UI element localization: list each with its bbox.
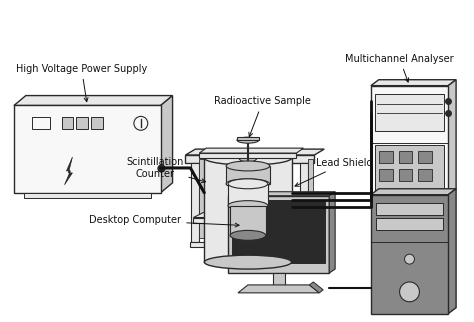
Polygon shape: [371, 189, 456, 195]
Polygon shape: [371, 80, 456, 86]
Bar: [399, 151, 412, 163]
Polygon shape: [448, 189, 456, 314]
Text: Radioactive Sample: Radioactive Sample: [214, 97, 311, 137]
Text: Desktop Computer: Desktop Computer: [89, 215, 239, 227]
Bar: [191, 163, 200, 242]
Bar: [273, 273, 284, 285]
Bar: [237, 137, 259, 140]
Bar: [91, 118, 103, 129]
Ellipse shape: [204, 255, 292, 269]
Bar: [24, 193, 151, 198]
Bar: [399, 169, 412, 181]
Ellipse shape: [226, 179, 270, 189]
Bar: [371, 86, 448, 195]
Bar: [301, 163, 309, 242]
Bar: [228, 184, 268, 206]
Polygon shape: [161, 96, 173, 193]
Text: Multichannel Analyser: Multichannel Analyser: [345, 54, 454, 82]
Bar: [191, 242, 310, 247]
Bar: [419, 169, 432, 181]
Ellipse shape: [226, 161, 270, 171]
Bar: [14, 106, 161, 193]
Bar: [193, 217, 306, 223]
Polygon shape: [193, 213, 316, 217]
Circle shape: [134, 116, 148, 130]
Text: High Voltage Power Supply: High Voltage Power Supply: [16, 64, 147, 102]
Polygon shape: [200, 148, 303, 153]
Polygon shape: [448, 80, 456, 195]
Polygon shape: [310, 282, 323, 293]
Ellipse shape: [204, 151, 292, 165]
Polygon shape: [238, 285, 319, 293]
Bar: [379, 151, 392, 163]
Bar: [204, 158, 292, 262]
Bar: [375, 94, 444, 131]
Text: Scintillation
Counter: Scintillation Counter: [126, 157, 206, 183]
Circle shape: [404, 254, 414, 264]
Bar: [62, 118, 73, 129]
Bar: [376, 203, 443, 214]
Circle shape: [400, 282, 419, 302]
Bar: [232, 200, 325, 263]
Polygon shape: [14, 96, 173, 106]
Ellipse shape: [239, 154, 257, 162]
Ellipse shape: [237, 137, 259, 143]
Bar: [32, 118, 50, 129]
Ellipse shape: [228, 201, 268, 211]
Bar: [76, 118, 88, 129]
Bar: [371, 195, 448, 314]
Polygon shape: [185, 149, 324, 155]
Bar: [230, 206, 266, 235]
Bar: [200, 153, 296, 158]
Polygon shape: [228, 192, 335, 196]
Bar: [419, 151, 432, 163]
Bar: [376, 219, 443, 231]
Ellipse shape: [230, 231, 266, 240]
Bar: [200, 159, 204, 238]
Bar: [226, 166, 270, 184]
Polygon shape: [329, 192, 335, 273]
Polygon shape: [64, 157, 73, 185]
Bar: [375, 145, 444, 191]
Bar: [379, 169, 392, 181]
Bar: [228, 196, 329, 273]
Bar: [309, 159, 313, 238]
Ellipse shape: [228, 179, 268, 189]
Bar: [185, 155, 314, 163]
Text: Lead Shield: Lead Shield: [295, 158, 373, 186]
